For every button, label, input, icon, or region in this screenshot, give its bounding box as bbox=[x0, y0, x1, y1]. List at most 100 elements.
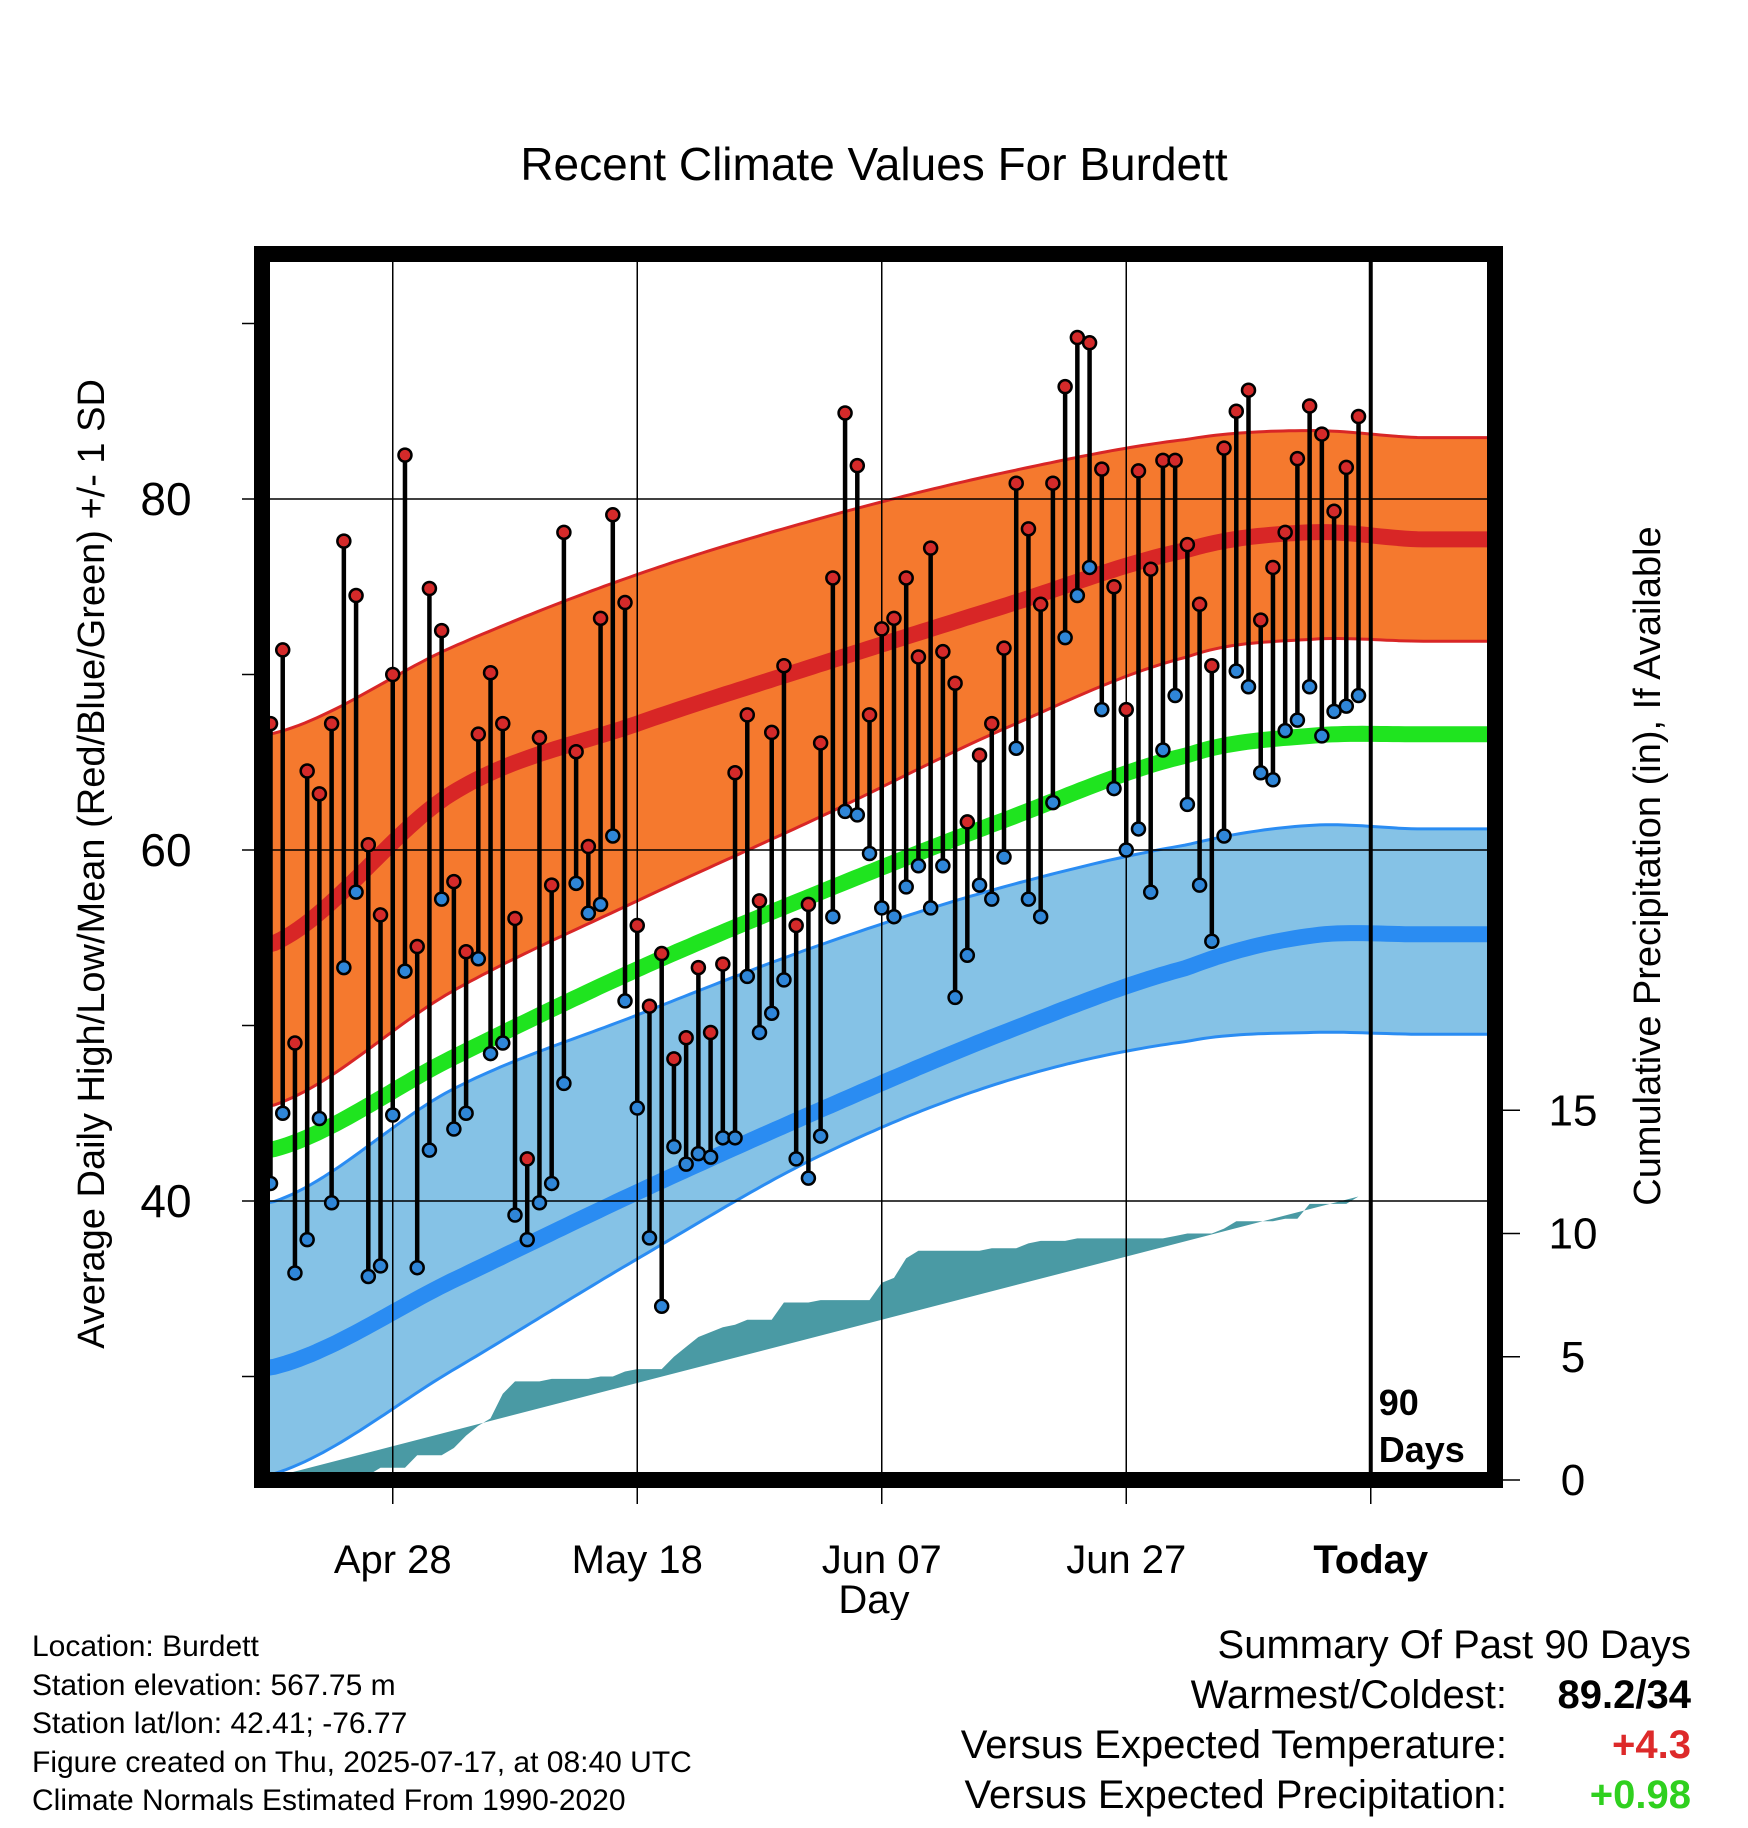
daily-low-point bbox=[678, 1156, 694, 1172]
daily-high-point bbox=[507, 910, 523, 927]
daily-high-point bbox=[971, 747, 988, 763]
daily-high-point bbox=[446, 873, 462, 890]
daily-high-point bbox=[1069, 329, 1086, 346]
daily-low-point bbox=[580, 905, 597, 921]
daily-low-point bbox=[751, 1024, 768, 1041]
daily-high-point bbox=[641, 998, 658, 1014]
warmest-coldest-label: Warmest/Coldest: bbox=[1190, 1673, 1507, 1717]
climate-chart: Recent Climate Values For Burdett 90 Days 4… bbox=[71, 138, 1669, 1620]
y2-tick-label: 15 bbox=[1549, 1086, 1598, 1135]
daily-high-point bbox=[1228, 403, 1245, 419]
daily-low-point bbox=[1142, 884, 1159, 900]
daily-low-point bbox=[763, 1005, 780, 1021]
daily-high-point bbox=[825, 570, 841, 586]
daily-low-point bbox=[996, 849, 1012, 865]
daily-low-point bbox=[1179, 796, 1196, 813]
daily-low-point bbox=[898, 879, 914, 895]
daily-high-point bbox=[287, 1035, 303, 1051]
daily-high-point bbox=[1216, 440, 1232, 456]
normal-low-lower-line bbox=[262, 1030, 1491, 1477]
daily-low-point bbox=[1252, 765, 1269, 781]
daily-low-point bbox=[323, 1195, 340, 1211]
precipitation-anomaly-value: +0.98 bbox=[1589, 1773, 1691, 1817]
daily-low-point bbox=[959, 947, 976, 964]
daily-low-point bbox=[1350, 687, 1367, 704]
daily-high-point bbox=[959, 814, 976, 830]
daily-low-point bbox=[348, 884, 364, 900]
daily-low-point bbox=[727, 1130, 743, 1146]
daily-high-point bbox=[800, 896, 817, 913]
daily-low-point bbox=[1240, 679, 1257, 695]
created-text: Figure created on Thu, 2025-07-17, at 08… bbox=[32, 1745, 692, 1779]
daily-high-point bbox=[1032, 596, 1049, 613]
daily-high-point bbox=[898, 570, 914, 586]
y-tick-label: 60 bbox=[140, 824, 191, 876]
daily-high-point bbox=[1081, 335, 1098, 351]
daily-high-point bbox=[1252, 612, 1269, 628]
daily-high-point bbox=[421, 580, 438, 597]
daily-low-point bbox=[495, 1035, 511, 1051]
x-tick-label: Jun 27 bbox=[1066, 1538, 1186, 1582]
temperature-anomaly-label: Versus Expected Temperature: bbox=[960, 1723, 1507, 1767]
daily-low-point bbox=[531, 1195, 548, 1211]
daily-high-point bbox=[1142, 561, 1159, 577]
daily-low-point bbox=[1008, 740, 1024, 756]
daily-low-point bbox=[409, 1259, 425, 1276]
daily-low-point bbox=[372, 1258, 389, 1274]
daily-low-point bbox=[470, 951, 487, 967]
daily-low-point bbox=[433, 891, 450, 907]
daily-high-point bbox=[653, 945, 670, 962]
y-tick-label: 40 bbox=[140, 1175, 191, 1227]
daily-low-point bbox=[666, 1138, 682, 1155]
daily-low-point bbox=[947, 989, 963, 1006]
daily-high-point bbox=[605, 507, 621, 523]
daily-high-point bbox=[629, 917, 645, 934]
daily-low-point bbox=[861, 845, 878, 862]
daily-high-point bbox=[617, 594, 633, 611]
daily-high-point bbox=[385, 666, 401, 683]
daily-high-point bbox=[1057, 378, 1073, 395]
daily-high-point bbox=[1179, 536, 1196, 553]
daily-low-point bbox=[800, 1170, 817, 1186]
daily-high-point bbox=[984, 715, 1000, 732]
daily-high-point bbox=[470, 726, 487, 742]
daily-high-point bbox=[1240, 382, 1257, 398]
daily-high-point bbox=[299, 763, 315, 779]
daily-high-point bbox=[433, 622, 450, 639]
daily-high-point bbox=[360, 836, 377, 853]
summary-title: Summary Of Past 90 Days bbox=[1217, 1623, 1691, 1667]
daily-low-point bbox=[825, 908, 841, 925]
daily-high-point bbox=[372, 907, 389, 923]
daily-low-point bbox=[874, 900, 890, 916]
y2-tick-label: 0 bbox=[1561, 1456, 1585, 1505]
daily-low-point bbox=[568, 875, 584, 892]
daily-high-point bbox=[1350, 408, 1367, 425]
daily-high-point bbox=[702, 1024, 719, 1041]
temperature-anomaly-row: Versus Expected Temperature: +4.3 bbox=[961, 1720, 1691, 1770]
daily-low-point bbox=[1314, 728, 1330, 744]
daily-high-point bbox=[727, 765, 743, 781]
daily-high-point bbox=[556, 524, 572, 541]
daily-high-point bbox=[495, 715, 511, 732]
daily-low-point bbox=[788, 1151, 804, 1167]
daily-high-point bbox=[397, 447, 413, 463]
daily-high-point bbox=[336, 533, 352, 549]
daily-low-point bbox=[543, 1175, 560, 1192]
daily-low-point bbox=[935, 858, 951, 874]
daily-low-point bbox=[1032, 908, 1049, 925]
daily-high-point bbox=[323, 715, 340, 732]
daily-low-point bbox=[311, 1110, 328, 1127]
daily-high-point bbox=[751, 893, 768, 909]
daily-low-point bbox=[922, 900, 939, 916]
daily-high-point bbox=[1020, 521, 1037, 537]
daily-high-point bbox=[1277, 524, 1293, 541]
plot-area: 90 Days bbox=[262, 254, 1495, 1480]
daily-low-point bbox=[1265, 772, 1281, 788]
daily-high-point bbox=[776, 657, 792, 674]
elevation-text: Station elevation: 567.75 m bbox=[32, 1668, 396, 1702]
daily-high-point bbox=[922, 540, 939, 556]
daily-range-series bbox=[262, 329, 1367, 1315]
daily-high-point bbox=[592, 610, 609, 627]
y2-tick-label: 5 bbox=[1561, 1333, 1585, 1382]
daily-low-point bbox=[1289, 712, 1306, 728]
